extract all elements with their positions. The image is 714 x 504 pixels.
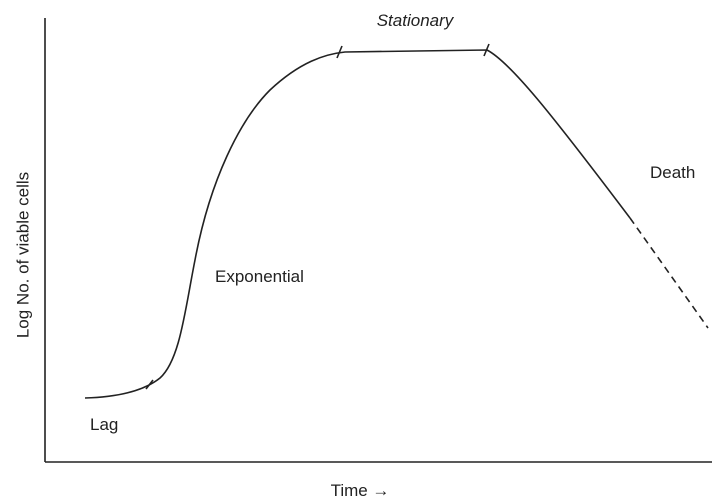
phase-marker — [483, 43, 490, 57]
x-axis-label: Time → — [331, 481, 390, 500]
growth-curve — [84, 49, 631, 399]
phase-marker — [336, 45, 343, 59]
phase-label: Exponential — [215, 267, 304, 286]
phase-label: Stationary — [377, 11, 455, 30]
phase-label: Death — [650, 163, 695, 182]
y-axis-label: Log No. of viable cells — [13, 172, 32, 338]
phase-label: Lag — [90, 415, 118, 434]
phase-marker — [145, 379, 154, 390]
extrapolated-curve — [629, 217, 709, 329]
